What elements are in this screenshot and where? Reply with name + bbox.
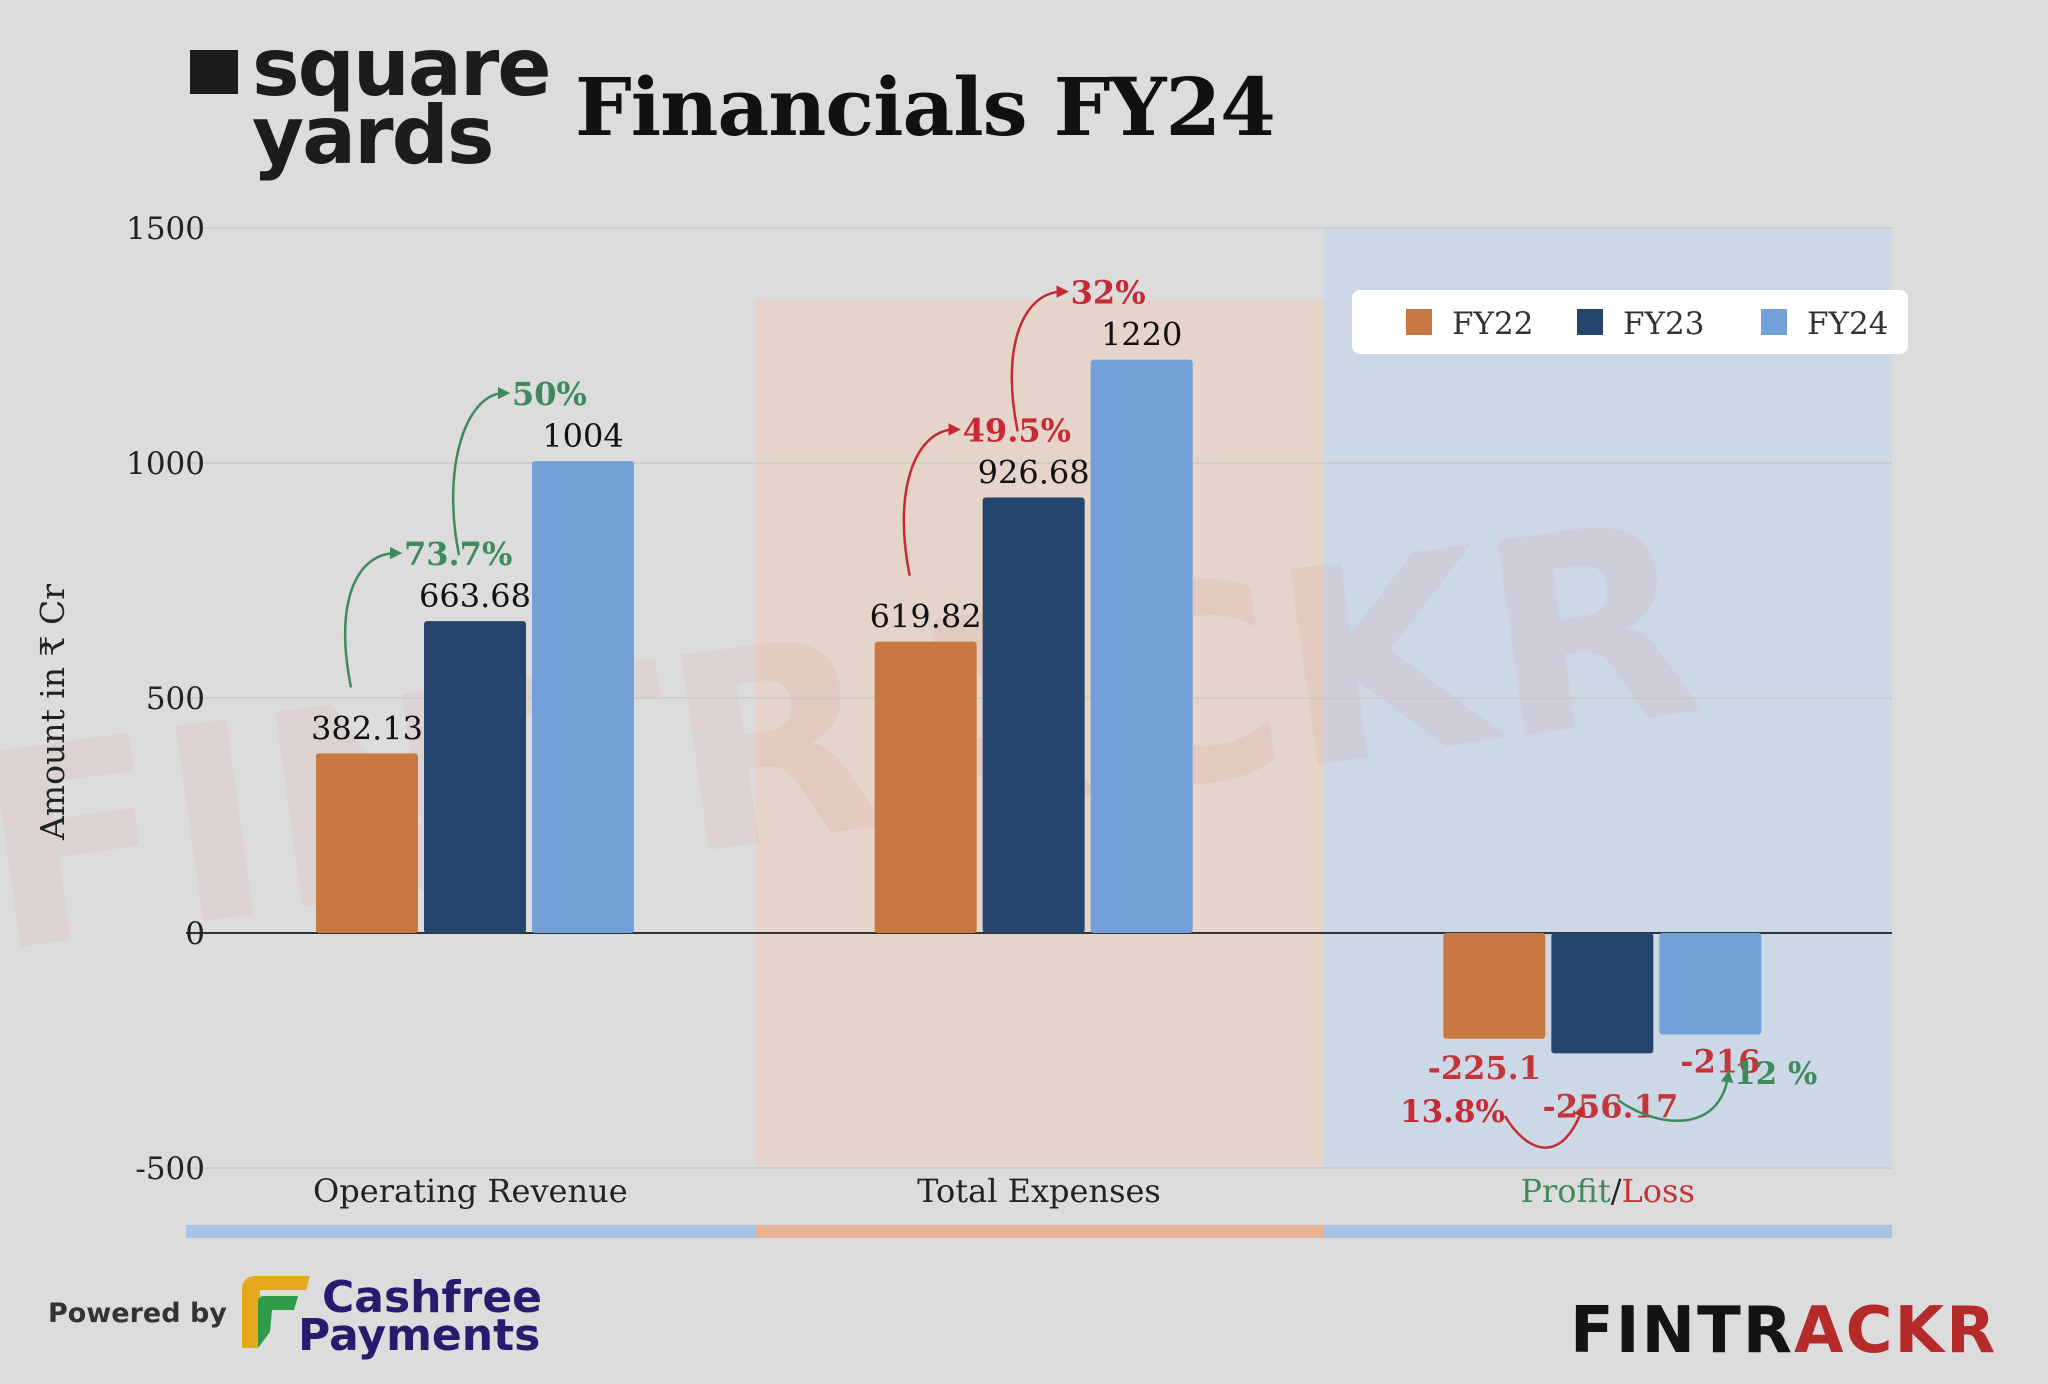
page-title: Financials FY24 (575, 60, 1276, 154)
legend-label: FY22 (1452, 306, 1533, 342)
x-category-label-part: Profit (1520, 1172, 1610, 1210)
growth-label: 12 % (1734, 1056, 1817, 1092)
legend-swatch-fy24 (1761, 309, 1787, 335)
growth-arrow (343, 546, 403, 688)
brand-logo-square (190, 50, 238, 94)
y-tick-label: -500 (135, 1151, 205, 1187)
growth-arrow (451, 386, 511, 556)
x-category-label-part: Loss (1622, 1172, 1695, 1210)
bar-fy24 (532, 461, 634, 933)
strip-profit-loss (1324, 1225, 1892, 1238)
legend-swatch-fy22 (1406, 309, 1432, 335)
y-tick-label: 500 (146, 681, 205, 717)
data-label: 926.68 (978, 453, 1090, 491)
brand-logo-line1: square (252, 21, 552, 114)
growth-label: 13.8% (1400, 1094, 1505, 1130)
growth-arrow (1503, 1104, 1586, 1149)
growth-label: 32% (1071, 274, 1146, 312)
x-category-label: Operating Revenue (313, 1172, 628, 1210)
bar-fy23 (982, 497, 1085, 933)
growth-arrow (1617, 1069, 1734, 1122)
data-label: 1220 (1101, 316, 1182, 354)
strip-total-expenses (756, 1225, 1324, 1238)
growth-label: 50% (512, 375, 587, 413)
data-label: -216 (1680, 1043, 1760, 1081)
data-label: -225.1 (1428, 1049, 1541, 1087)
bar-fy23 (424, 621, 526, 933)
cashfree-logo-icon (242, 1276, 310, 1348)
brand-logo-line2: yards (252, 89, 494, 182)
growth-arrow (902, 423, 961, 576)
growth-arrow (1010, 285, 1069, 432)
x-category-label-part: / (1611, 1172, 1622, 1210)
powered-by-label: Powered by (48, 1298, 227, 1329)
x-category-label: Profit/Loss (1520, 1172, 1694, 1210)
y-axis-label: Amount in ₹ Cr (33, 584, 72, 841)
bar-fy24 (1090, 359, 1193, 934)
sponsor-name-line1: Cashfree (322, 1272, 543, 1323)
data-label: 382.13 (311, 709, 423, 747)
y-tick-label: 0 (185, 916, 205, 952)
data-label: 619.82 (870, 598, 982, 636)
strip-operating-revenue (186, 1225, 756, 1238)
fintrackr-logo-part1: FINTR (1570, 1294, 1795, 1368)
legend-box (1352, 290, 1908, 354)
y-tick-label: 1000 (126, 446, 205, 482)
legend-label: FY23 (1623, 306, 1704, 342)
bar-fy23 (1551, 933, 1654, 1054)
fintrackr-logo: FINTRACKR (1570, 1294, 1997, 1368)
bar-fy24 (1659, 933, 1762, 1035)
sponsor-name-line2: Payments (298, 1310, 541, 1361)
bar-fy22 (1443, 933, 1546, 1039)
y-tick-label: 1500 (126, 211, 205, 247)
bar-fy22 (874, 641, 977, 933)
data-label: 1004 (542, 417, 623, 455)
legend-label: FY24 (1807, 306, 1888, 342)
x-category-label: Total Expenses (917, 1172, 1161, 1210)
data-label: 663.68 (419, 577, 531, 615)
fintrackr-logo-part2: ACKR (1794, 1294, 1998, 1368)
bar-fy22 (316, 753, 418, 933)
legend-swatch-fy23 (1577, 309, 1603, 335)
